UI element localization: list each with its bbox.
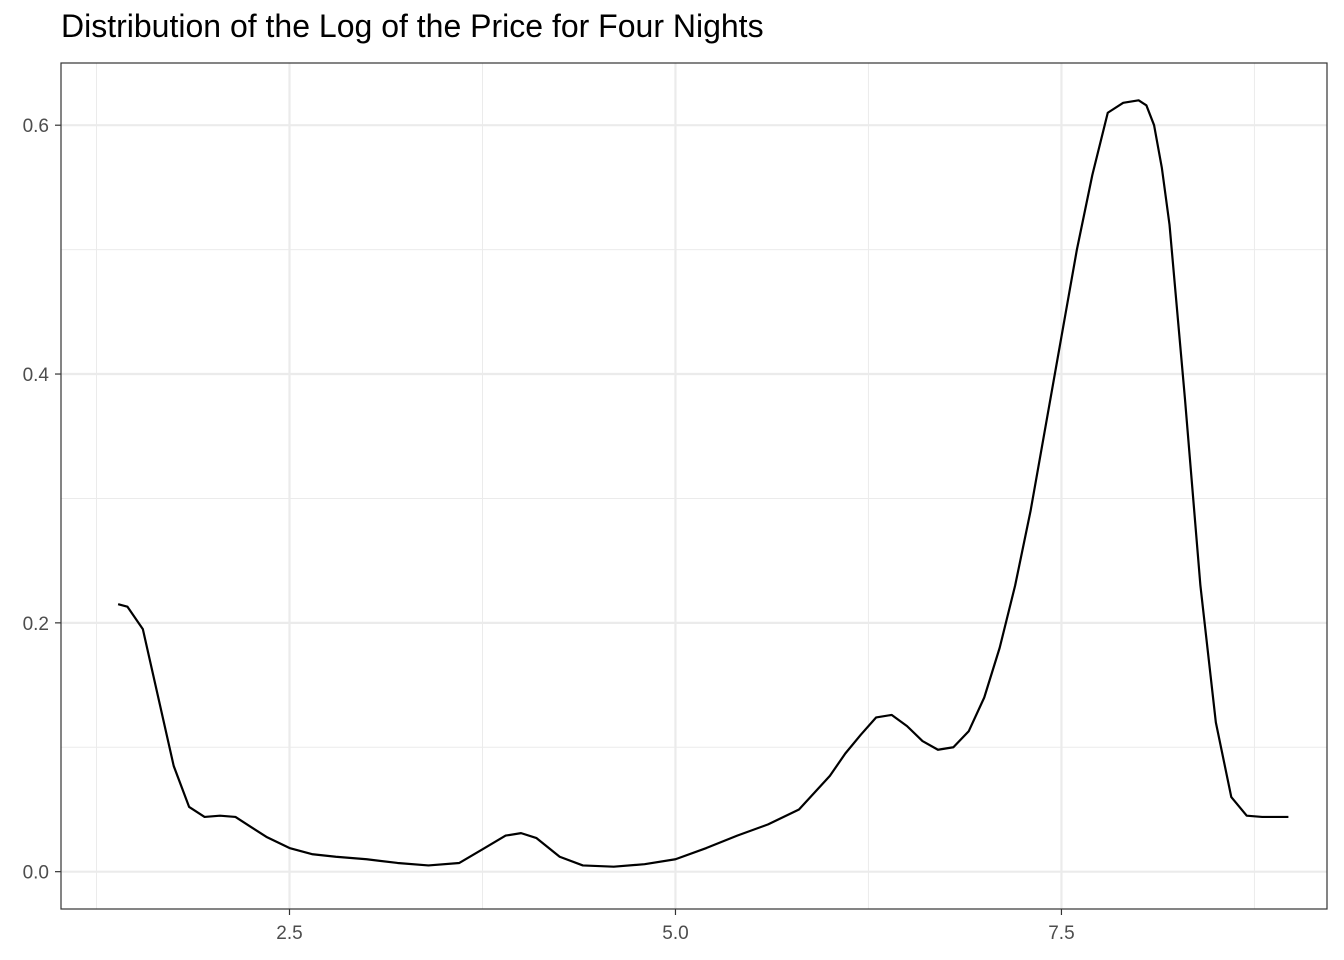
plot-panel-border	[60, 62, 1328, 910]
y-axis: 0.0 0.2 0.4 0.6	[23, 116, 61, 884]
x-tick-label: 5.0	[662, 923, 688, 944]
x-tick-label: 7.5	[1048, 923, 1074, 944]
y-tick-label: 0.6	[23, 116, 49, 137]
x-tick-label: 2.5	[276, 923, 302, 944]
y-tick-label: 0.2	[23, 614, 49, 635]
minor-gridlines	[61, 63, 1327, 909]
y-tick-label: 0.0	[23, 863, 49, 884]
y-tick-label: 0.4	[23, 365, 50, 386]
major-gridlines	[61, 63, 1327, 909]
density-line	[117, 99, 1289, 868]
x-axis: 2.5 5.0 7.5	[276, 909, 1075, 944]
chart-title: Distribution of the Log of the Price for…	[61, 8, 764, 44]
